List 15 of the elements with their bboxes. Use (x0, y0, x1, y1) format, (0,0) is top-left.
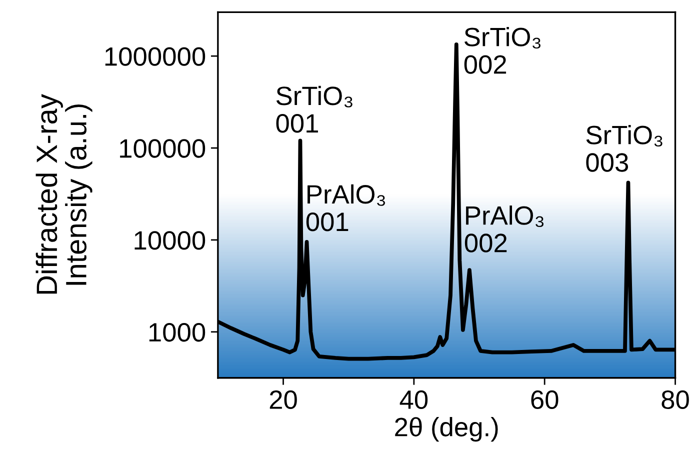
y-tick-label: 100000 (120, 139, 206, 158)
annotation: PrAlO₃ 002 (464, 206, 544, 252)
annotation: PrAlO₃ 001 (306, 184, 385, 232)
annotation: SrTiO₃ 003 (586, 125, 662, 172)
x-tick-label: 40 (400, 390, 428, 410)
y-tick-label: 1000 (149, 323, 206, 342)
x-tick-label: 60 (531, 390, 558, 410)
x-tick-label: 80 (662, 390, 689, 410)
y-axis-title: Diffracted X-ray Intensity (a.u.) (36, 94, 92, 294)
x-axis-title: 2θ (deg.) (395, 417, 498, 442)
annotation: SrTiO₃ 002 (464, 27, 540, 74)
y-tick-label: 1000000 (105, 47, 206, 66)
x-tick-label: 20 (270, 390, 297, 410)
annotation: SrTiO₃ 001 (276, 86, 352, 133)
y-tick-label: 10000 (134, 231, 206, 250)
